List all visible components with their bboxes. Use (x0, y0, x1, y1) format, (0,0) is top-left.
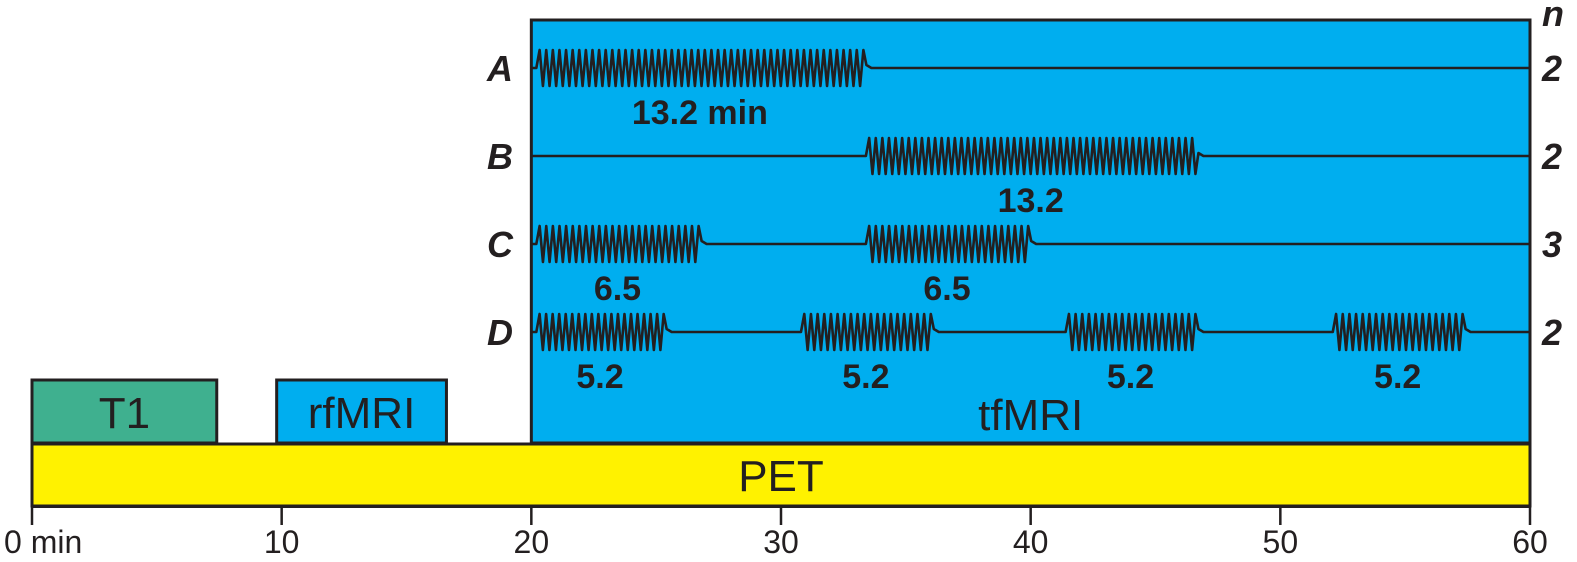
row-label-C: C (487, 224, 514, 265)
duration-label-D-4: 5.2 (1374, 358, 1421, 396)
axis-tick-label-0: 0 min (4, 524, 82, 560)
row-waveform-D (531, 312, 1530, 352)
row-waveform-A (531, 48, 1530, 88)
sequence-blocks: T1 rfMRI (30, 378, 448, 445)
row-A: A 2 13.2 min (486, 48, 1562, 132)
row-D: D 2 5.2 5.2 5.2 5.2 (487, 312, 1562, 396)
time-axis: 0 min 10 20 30 40 50 60 (4, 506, 1548, 560)
row-B: B 2 13.2 (487, 136, 1562, 220)
row-n-B: 2 (1541, 136, 1562, 177)
duration-label-A-1: 13.2 min (632, 94, 768, 132)
row-waveform-C (531, 224, 1530, 264)
axis-tick-label-40: 40 (1013, 524, 1049, 560)
duration-label-C-1: 6.5 (594, 270, 641, 308)
duration-label-D-3: 5.2 (1107, 358, 1154, 396)
t1-label: T1 (99, 389, 150, 438)
duration-label-B-1: 13.2 (998, 182, 1064, 220)
axis-tick-label-20: 20 (514, 524, 550, 560)
pet-box (30, 442, 1532, 508)
row-label-D: D (487, 312, 513, 353)
task-rows: A 2 13.2 min B 2 13.2 C 3 6.5 6.5 D 2 5.2 5.2 5.2 5.2 (486, 48, 1562, 396)
axis-tick-label-50: 50 (1263, 524, 1299, 560)
pet-label: PET (738, 452, 824, 501)
duration-label-C-2: 6.5 (923, 270, 970, 308)
row-label-B: B (487, 136, 513, 177)
axis-tick-label-30: 30 (763, 524, 799, 560)
duration-label-D-2: 5.2 (842, 358, 889, 396)
t1-box (30, 378, 219, 445)
axis-tick-label-10: 10 (264, 524, 300, 560)
row-label-A: A (486, 48, 513, 89)
row-C: C 3 6.5 6.5 (487, 224, 1562, 308)
row-n-C: 3 (1542, 224, 1562, 265)
row-n-A: 2 (1541, 48, 1562, 89)
row-waveform-B (531, 136, 1530, 176)
duration-label-D-1: 5.2 (576, 358, 623, 396)
tfmri-label: tfMRI (978, 391, 1083, 440)
n-column-header: n (1542, 0, 1564, 34)
axis-tick-label-60: 60 (1512, 524, 1548, 560)
row-n-D: 2 (1541, 312, 1562, 353)
rfmri-label: rfMRI (308, 389, 416, 438)
